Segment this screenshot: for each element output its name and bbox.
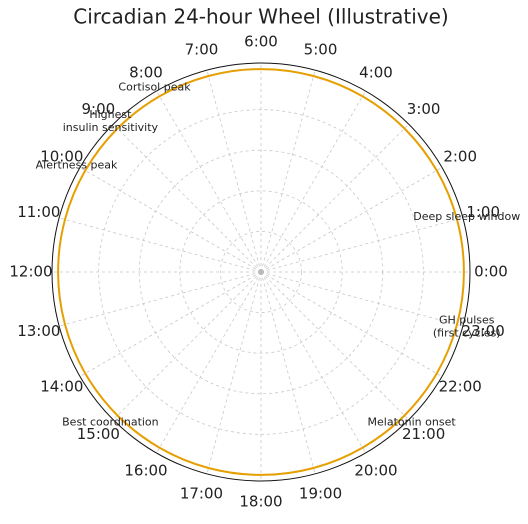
angle-tick-label: 13:00 [17,322,60,340]
angle-tick-label: 7:00 [185,40,219,58]
grid-spoke [260,271,463,327]
angle-tick-label: 16:00 [124,462,167,480]
grid-spoke [156,271,262,454]
grid-spoke [156,90,262,273]
annotation: GH pulses (first cycles) [433,314,501,340]
angle-tick-label: 12:00 [9,263,52,281]
annotation: Alertness peak [36,159,118,172]
angle-tick-label: 2:00 [443,148,477,166]
angle-tick-label: 19:00 [299,485,342,503]
annotation: Cortisol peak [118,81,191,94]
angle-tick-label: 4:00 [359,63,393,81]
angle-tick-label: 23:00 [462,322,505,340]
chart-title: Circadian 24-hour Wheel (Illustrative) [73,5,448,29]
angle-tick-label: 3:00 [407,100,441,118]
grid-spoke [260,123,410,273]
angle-tick-label: 18:00 [239,493,282,511]
angle-tick-label: 15:00 [77,425,120,443]
grid-spoke [260,217,463,273]
angle-tick-label: 0:00 [474,263,508,281]
annotation-line: GH pulses [439,314,495,327]
annotation: Best coordination [62,416,159,429]
grid-spoke [260,90,366,273]
annotation-line: Alertness peak [36,159,118,172]
angle-tick-label: 22:00 [439,378,482,396]
angle-tick-label: 17:00 [180,485,223,503]
grid-spoke [59,217,262,273]
grid-spoke [79,167,262,273]
grid-spoke [260,271,410,421]
angle-tick-label: 14:00 [40,378,83,396]
angle-tick-label: 20:00 [354,462,397,480]
grid-spoke [260,271,366,454]
annotation-line: Deep sleep window [413,210,520,223]
grid-spoke [260,167,443,273]
grid-spoke [206,70,262,273]
series-line [57,68,465,476]
grid-spoke [79,271,262,377]
angle-tick-label: 11:00 [17,203,60,221]
annotation: Highest insulin sensitivity [63,108,159,134]
annotation-line: Highest [89,108,132,121]
grid-spoke [59,271,262,327]
annotation-line: (first cycles) [433,327,501,340]
annotation-line: Melatonin onset [368,416,457,429]
grid-spoke [260,70,316,273]
annotation-line: Cortisol peak [118,81,191,94]
angle-tick-label: 5:00 [304,40,338,58]
grid-ring [179,190,343,354]
angle-tick-label: 21:00 [402,425,445,443]
annotation-line: insulin sensitivity [63,121,159,134]
angle-tick-label: 8:00 [129,63,163,81]
grid-spoke [206,271,262,474]
grid-spoke [260,271,316,474]
polar-frame [51,62,471,482]
center [258,269,264,275]
angle-tick-label: 10:00 [40,148,83,166]
angle-tick-label: 9:00 [82,100,116,118]
annotation: Melatonin onset [368,416,457,429]
annotation-line: Best coordination [62,416,159,429]
angle-tick-label: 1:00 [466,203,500,221]
grid-spoke [260,271,443,377]
grid-spoke [112,271,262,421]
grid-ring [220,231,302,313]
annotation: Deep sleep window [413,210,520,223]
angle-tick-label: 6:00 [244,33,278,51]
grid-spoke [112,123,262,273]
